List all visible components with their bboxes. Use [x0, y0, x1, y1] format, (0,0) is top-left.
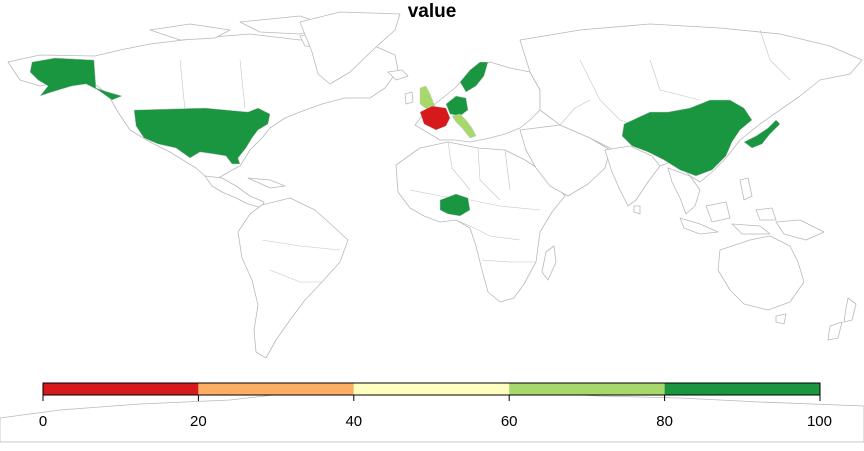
country-sweden: [459, 61, 489, 93]
legend: 0 20 40 60 80 100: [39, 382, 832, 430]
legend-swatch: [509, 383, 665, 395]
greenland: [299, 11, 401, 85]
new-zealand: [843, 297, 857, 323]
country-china: [621, 99, 753, 177]
australia: [717, 235, 805, 311]
legend-tick-label: 60: [501, 413, 518, 430]
north-america: [7, 33, 399, 181]
map-title: value: [407, 1, 457, 22]
highlighted-countries: [29, 57, 781, 217]
country-japan: [743, 119, 781, 149]
legend-swatch: [198, 383, 354, 395]
india: [604, 145, 661, 207]
legend-tick-label: 80: [656, 413, 673, 430]
legend-outline: [42, 382, 821, 396]
antarctica: [0, 387, 864, 443]
country-france: [419, 105, 451, 131]
legend-tick-label: 0: [39, 413, 47, 430]
country-italy: [451, 113, 477, 139]
legend-swatch: [664, 383, 820, 395]
legend-color-bar: [42, 382, 821, 396]
south-america: [237, 197, 349, 359]
legend-swatch: [353, 383, 510, 395]
country-alaska: [29, 57, 123, 101]
country-united-kingdom: [419, 85, 437, 111]
legend-tick-label: 100: [807, 413, 832, 430]
country-nigeria: [439, 193, 471, 217]
legend-tick-label: 20: [190, 413, 207, 430]
country-germany: [445, 95, 469, 117]
madagascar: [541, 245, 557, 281]
new-guinea: [775, 219, 825, 241]
iceland: [387, 69, 409, 81]
base-land: [0, 11, 864, 443]
country-united-states: [133, 107, 271, 165]
legend-tick-label: 40: [345, 413, 362, 430]
asia: [519, 23, 863, 183]
legend-swatch: [43, 383, 199, 395]
legend-ticks: 0 20 40 60 80 100: [39, 395, 832, 430]
